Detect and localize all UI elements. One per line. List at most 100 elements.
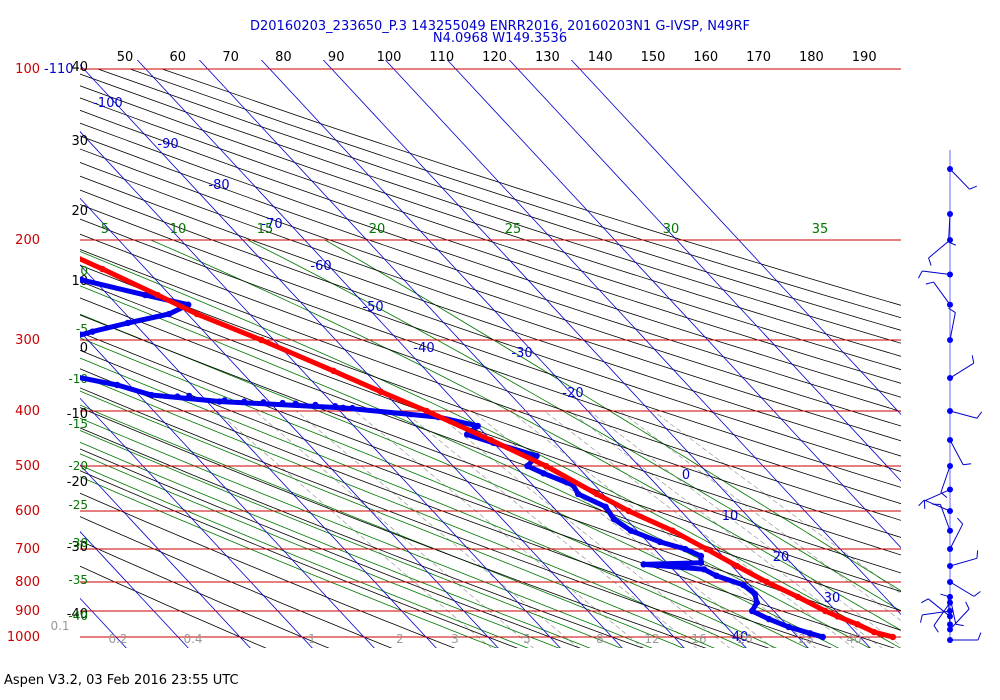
dry-adiabat bbox=[80, 148, 901, 427]
wind-barb-staff bbox=[948, 213, 951, 242]
dry-adiabat-label: -30 bbox=[67, 540, 88, 555]
wind-barb-staff bbox=[928, 239, 951, 259]
wind-barb-flag bbox=[919, 614, 923, 623]
wind-barb-flag bbox=[976, 550, 979, 559]
moist-adiabat bbox=[80, 453, 560, 648]
dewpoint-point bbox=[60, 337, 66, 343]
moist-adiabat bbox=[80, 476, 498, 648]
wind-barb-staff bbox=[949, 523, 964, 550]
wind-barb-flag bbox=[948, 307, 956, 313]
wind-station-dot bbox=[947, 593, 953, 600]
wind-barb-staff bbox=[922, 270, 951, 275]
wind-barb-flag bbox=[976, 411, 983, 419]
dry-adiabat bbox=[80, 492, 456, 648]
wind-barb-staff bbox=[949, 596, 957, 625]
isotherm-line bbox=[80, 64, 623, 648]
wind-station-dot bbox=[947, 486, 953, 493]
top-axis-label: 60 bbox=[170, 50, 187, 65]
dry-adiabat bbox=[80, 297, 901, 592]
top-axis-label: 140 bbox=[588, 50, 613, 65]
dewpoint-scatter-point bbox=[312, 401, 319, 408]
mixing-ratio-label: 5 bbox=[523, 632, 531, 646]
dry-adiabat bbox=[80, 189, 901, 472]
wind-station-dot bbox=[947, 578, 953, 585]
top-axis-label: 110 bbox=[429, 50, 454, 65]
wind-barb-staff bbox=[949, 581, 975, 597]
moist-adiabat bbox=[150, 239, 901, 631]
wind-station-dot bbox=[947, 271, 953, 278]
isotherm-label: -90 bbox=[157, 137, 178, 152]
dry-adiabat bbox=[161, 68, 901, 306]
dry-adiabat bbox=[129, 68, 901, 319]
wind-barb-flag bbox=[928, 257, 932, 266]
top-axis-label: 180 bbox=[799, 50, 824, 65]
pressure-label: 300 bbox=[15, 333, 40, 348]
wind-barb-staff bbox=[949, 362, 975, 379]
dry-adiabat bbox=[80, 448, 581, 648]
top-axis-label: 190 bbox=[852, 50, 877, 65]
dry-adiabat bbox=[80, 218, 901, 505]
moist-adiabat bbox=[80, 429, 622, 648]
mixing-ratio-line bbox=[619, 410, 901, 621]
dry-adiabat-label: 40 bbox=[71, 60, 88, 75]
mixing-ratio-label: 3 bbox=[451, 632, 459, 646]
dry-adiabat bbox=[80, 280, 901, 574]
wind-barb-flag bbox=[918, 499, 925, 507]
wind-barb-flag bbox=[955, 623, 964, 627]
top-axis-label: 160 bbox=[693, 50, 718, 65]
moist-adiabat-left-label: -30 bbox=[68, 536, 88, 550]
mixing-ratio-label: 0.2 bbox=[108, 632, 127, 646]
isotherm-line bbox=[80, 331, 375, 648]
moist-adiabat-top-label: 10 bbox=[170, 222, 187, 237]
mixing-ratio-line bbox=[402, 410, 698, 648]
isotherm-line bbox=[136, 60, 685, 648]
isotherm-label: 0 bbox=[682, 468, 690, 483]
wind-station-dot bbox=[947, 507, 953, 514]
dry-adiabat-label: 0 bbox=[80, 341, 88, 356]
isotherm-line bbox=[0, 56, 3, 649]
pressure-extra-label: -110 bbox=[44, 62, 74, 77]
wind-barb-staff bbox=[927, 598, 951, 617]
dewpoint-point bbox=[26, 260, 32, 266]
moist-adiabat bbox=[80, 357, 777, 648]
dry-adiabat bbox=[80, 175, 901, 457]
moist-adiabat bbox=[80, 285, 871, 648]
wind-barb-flag bbox=[925, 281, 934, 285]
moist-adiabat bbox=[80, 441, 591, 648]
pressure-label: 700 bbox=[15, 542, 40, 557]
dry-adiabat bbox=[80, 368, 833, 648]
dry-adiabat bbox=[80, 233, 901, 521]
wind-station-dot bbox=[947, 437, 953, 444]
mixing-ratio-line bbox=[295, 410, 580, 648]
dry-adiabat bbox=[80, 349, 895, 648]
dry-adiabat-label: 20 bbox=[71, 204, 88, 219]
mixing-ratio-line bbox=[471, 410, 774, 648]
dry-adiabat bbox=[80, 407, 707, 648]
top-axis-label: 130 bbox=[535, 50, 560, 65]
moist-adiabat-left-label: -5 bbox=[76, 322, 88, 336]
moist-adiabat-left-label: -40 bbox=[68, 609, 88, 623]
pressure-label: 900 bbox=[15, 604, 40, 619]
isotherm-label: 30 bbox=[824, 591, 841, 606]
wind-barb-flag bbox=[973, 591, 981, 597]
dewpoint-scatter-point bbox=[241, 398, 248, 405]
isotherm-label: -50 bbox=[362, 300, 383, 315]
wind-station-dot bbox=[947, 463, 953, 470]
moist-adiabat-top-label: 20 bbox=[369, 222, 386, 237]
chart-title-line1: D20160203_233650_P.3 143255049 ENRR2016,… bbox=[250, 19, 750, 34]
moist-adiabat bbox=[80, 417, 653, 648]
pressure-label: 600 bbox=[15, 504, 40, 519]
moist-adiabat-top-label: 15 bbox=[257, 222, 274, 237]
dry-adiabat-label: -40 bbox=[67, 607, 88, 622]
wind-barb-staff bbox=[949, 439, 964, 465]
dry-adiabat bbox=[80, 73, 901, 344]
dry-adiabat bbox=[80, 109, 901, 384]
pressure-label: 800 bbox=[15, 575, 40, 590]
mixing-ratio-line bbox=[432, 410, 731, 648]
wind-barb-flag bbox=[965, 601, 970, 610]
wind-station-dot bbox=[947, 546, 953, 553]
isotherm-line bbox=[80, 264, 437, 648]
temperature-trace bbox=[80, 256, 894, 640]
dewpoint-scatter-point bbox=[174, 393, 181, 400]
isotherm-line bbox=[198, 60, 747, 648]
